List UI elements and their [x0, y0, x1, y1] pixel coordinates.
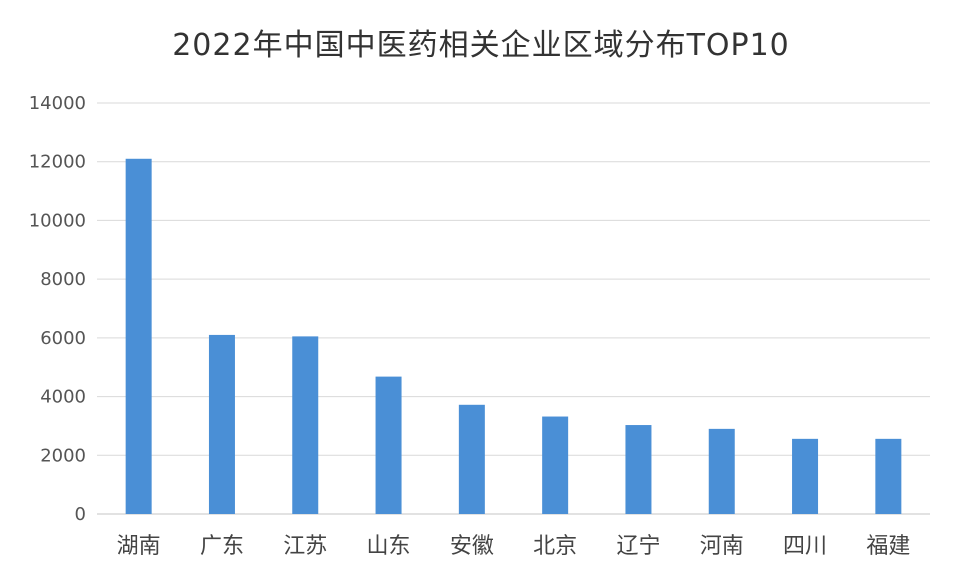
- x-category-label: 北京: [533, 534, 577, 559]
- bar: [292, 336, 319, 514]
- x-category-label: 江苏: [283, 534, 327, 559]
- y-tick-label: 8000: [40, 269, 86, 290]
- bars: [125, 158, 902, 514]
- y-tick-label: 10000: [29, 210, 86, 231]
- x-category-label: 四川: [783, 534, 827, 559]
- x-category-label: 福建: [866, 534, 910, 559]
- bar: [375, 376, 402, 514]
- x-category-label: 广东: [200, 534, 244, 559]
- y-tick-label: 6000: [40, 328, 86, 349]
- bar: [542, 416, 569, 514]
- x-category-label: 河南: [700, 534, 744, 559]
- x-category-label: 山东: [367, 534, 411, 559]
- bar: [792, 438, 819, 514]
- bar: [708, 428, 735, 514]
- y-tick-label: 2000: [40, 445, 86, 466]
- x-axis-labels: 湖南 广东 江苏 山东 安徽 北京 辽宁 河南 四川 福建: [117, 534, 911, 559]
- gridlines: [97, 102, 930, 515]
- x-category-label: 辽宁: [616, 534, 660, 559]
- bar: [208, 334, 235, 514]
- bar: [458, 404, 485, 514]
- y-tick-label: 0: [75, 504, 86, 525]
- bar: [125, 158, 152, 514]
- bar: [875, 438, 902, 514]
- y-tick-label: 12000: [29, 152, 86, 173]
- bar: [625, 425, 652, 514]
- x-category-label: 安徽: [450, 534, 494, 559]
- x-category-label: 湖南: [117, 534, 161, 559]
- y-axis-ticks: 0 2000 4000 6000 8000 10000 12000 14000: [29, 93, 86, 525]
- y-tick-label: 14000: [29, 93, 86, 114]
- chart-title: 2022年中国中医药相关企业区域分布TOP10: [172, 28, 790, 63]
- y-tick-label: 4000: [40, 387, 86, 408]
